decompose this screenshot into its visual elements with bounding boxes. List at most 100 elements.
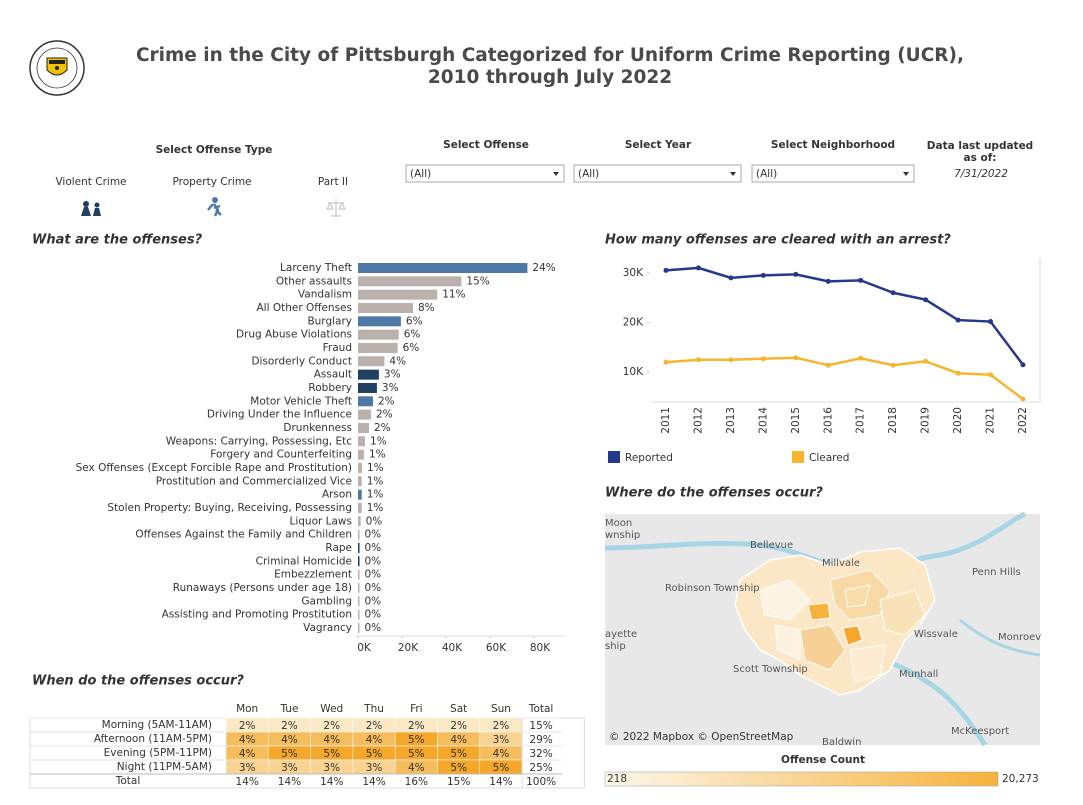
- cell-label: 5%: [450, 748, 467, 760]
- x-tick-label: 2014: [757, 407, 769, 434]
- row-label: Morning (5AM-11AM): [102, 719, 212, 731]
- cell-label: 4%: [408, 762, 425, 774]
- bar: [358, 609, 360, 620]
- category-label: Assisting and Promoting Prostitution: [162, 609, 352, 621]
- category-label: Embezzlement: [274, 569, 352, 581]
- dropdown-arrow: [730, 172, 736, 176]
- value-label: 0%: [365, 529, 382, 541]
- point: [695, 357, 701, 363]
- place-label: ship: [605, 641, 626, 652]
- bar: [358, 342, 398, 353]
- grand-total: 100%: [526, 776, 556, 788]
- x-tick-label: 2022: [1017, 407, 1029, 434]
- value-label: 1%: [370, 435, 387, 447]
- point: [1020, 396, 1026, 402]
- section-title: How many offenses are cleared with an ar…: [605, 233, 951, 248]
- bar: [358, 369, 379, 380]
- property-crime-icon[interactable]: [207, 197, 222, 217]
- value-label: 15%: [466, 275, 489, 287]
- bar: [358, 422, 369, 433]
- y-tick-label: 20K: [623, 317, 644, 329]
- bar: [358, 516, 361, 527]
- x-tick-label: 2012: [692, 407, 704, 434]
- x-tick-label: 20K: [398, 642, 419, 654]
- total-row-label: Total: [115, 775, 141, 787]
- category-label: All Other Offenses: [256, 302, 352, 314]
- category-label: Rape: [325, 542, 352, 554]
- row-label: Afternoon (11AM-5PM): [94, 733, 212, 745]
- column-header: Wed: [320, 703, 343, 715]
- colorbar: [604, 771, 999, 787]
- dropdown-value[interactable]: (All): [410, 168, 431, 180]
- cell-label: 3%: [493, 734, 510, 746]
- series-line: [665, 266, 1024, 366]
- filter-option[interactable]: Property Crime: [172, 176, 251, 188]
- bar: [358, 622, 360, 633]
- column-total: 14%: [320, 776, 343, 788]
- row-label: Evening (5PM-11PM): [104, 747, 212, 759]
- category-label: Criminal Homicide: [256, 555, 352, 567]
- column-header: Mon: [236, 703, 258, 715]
- value-label: 0%: [365, 622, 382, 634]
- bar: [358, 356, 385, 367]
- value-label: 6%: [403, 342, 420, 354]
- cell-label: 4%: [239, 748, 256, 760]
- cell-label: 5%: [323, 748, 340, 760]
- point: [988, 372, 993, 378]
- filter-option[interactable]: Part II: [318, 176, 348, 188]
- column-header: Tue: [279, 703, 298, 715]
- cell-label: 3%: [239, 762, 256, 774]
- bar: [358, 529, 360, 540]
- dropdown-value[interactable]: (All): [578, 168, 599, 180]
- bar: [358, 569, 360, 580]
- bar: [358, 476, 362, 487]
- column-header: Thu: [363, 703, 384, 715]
- legend-swatch: [792, 451, 804, 463]
- dropdown-value[interactable]: (All): [756, 168, 777, 180]
- value-label: 1%: [367, 489, 384, 501]
- dropdown-box[interactable]: [751, 164, 915, 183]
- column-header: Fri: [410, 703, 423, 715]
- category-label: Drug Abuse Violations: [236, 329, 352, 341]
- cell-label: 4%: [450, 734, 467, 746]
- row-total: 32%: [529, 748, 552, 760]
- cell-label: 5%: [408, 734, 425, 746]
- updated-date: 7/31/2022: [954, 168, 1008, 180]
- part-ii-icon[interactable]: [326, 199, 346, 217]
- bar: [358, 329, 399, 340]
- category-label: Drunkenness: [283, 422, 352, 434]
- value-label: 1%: [367, 462, 384, 474]
- dropdown-arrow: [553, 172, 559, 176]
- dashboard-title: Crime in the City of Pittsburgh Categori…: [135, 45, 965, 88]
- cell-label: 3%: [281, 762, 298, 774]
- value-label: 2%: [374, 422, 391, 434]
- legend-label: Reported: [625, 452, 673, 464]
- cell-label: 2%: [239, 720, 256, 732]
- category-label: Runaways (Persons under age 18): [173, 582, 352, 594]
- x-tick-label: 80K: [530, 642, 551, 654]
- violent-crime-icon[interactable]: [81, 201, 101, 216]
- bar: [358, 409, 371, 420]
- dropdown-box[interactable]: [573, 164, 742, 183]
- x-tick-label: 2013: [725, 407, 737, 434]
- cell-label: 5%: [493, 762, 510, 774]
- map[interactable]: [604, 511, 1041, 747]
- category-label: Assault: [314, 369, 352, 381]
- column-header: Sat: [450, 703, 467, 715]
- bar: [358, 382, 377, 393]
- x-tick-label: 2011: [660, 407, 672, 434]
- place-label: Monroev: [998, 632, 1041, 643]
- place-label: Penn Hills: [972, 567, 1021, 578]
- dropdown-box[interactable]: [405, 164, 565, 183]
- point: [825, 278, 831, 284]
- cell-label: 5%: [366, 748, 383, 760]
- column-total: 14%: [489, 776, 512, 788]
- cell-label: 2%: [493, 720, 510, 732]
- y-tick-label: 10K: [623, 366, 644, 378]
- cell-label: 4%: [239, 734, 256, 746]
- category-label: Robbery: [308, 382, 352, 394]
- y-tick-label: 30K: [623, 267, 644, 279]
- value-label: 11%: [442, 289, 465, 301]
- filter-option[interactable]: Violent Crime: [55, 176, 126, 188]
